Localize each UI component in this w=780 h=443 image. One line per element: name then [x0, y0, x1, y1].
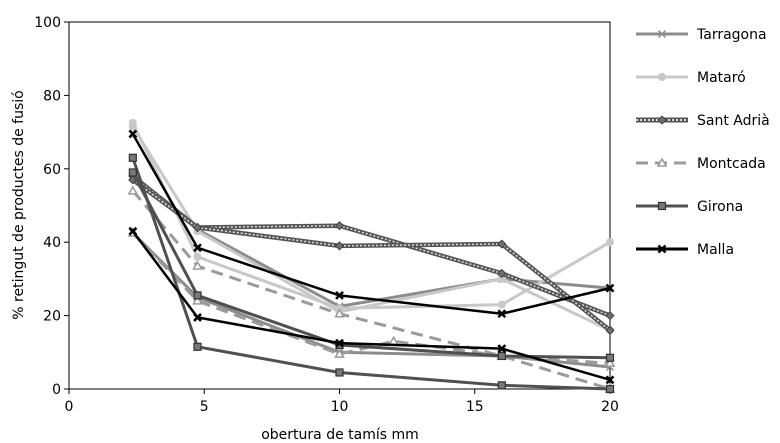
legend-item: Tarragona	[636, 27, 767, 43]
data-point	[193, 243, 202, 253]
legend-item: Malla	[636, 242, 734, 258]
data-point	[605, 283, 615, 293]
x-tick-label: 5	[200, 399, 209, 415]
data-point	[605, 353, 615, 362]
legend-item: Sant Adrià	[636, 113, 770, 129]
x-axis-title: obertura de tamís mm	[261, 427, 419, 443]
data-point	[334, 221, 345, 231]
data-point	[335, 291, 344, 300]
data-point	[605, 384, 615, 394]
x-tick-label: 20	[601, 399, 619, 415]
y-tick-label: 80	[43, 88, 61, 104]
legend: Tarragona Mataró Sant Adrià Montcada Girona M…	[636, 27, 770, 258]
data-point	[335, 338, 344, 348]
data-point	[497, 300, 506, 309]
y-tick-label: 0	[52, 382, 61, 398]
y-axis-title: % retingut de productes de fusió	[11, 90, 27, 319]
x-tick-label: 15	[466, 399, 484, 415]
data-point	[193, 291, 202, 300]
legend-label: Girona	[697, 199, 743, 215]
data-point	[334, 308, 345, 318]
data-point	[128, 129, 138, 139]
data-point	[606, 238, 614, 247]
series-line	[131, 122, 611, 310]
data-point	[497, 344, 507, 354]
y-tick-label: 60	[43, 162, 61, 178]
data-point	[193, 313, 202, 322]
legend-label: Mataró	[697, 70, 746, 86]
data-point	[497, 268, 507, 278]
legend-label: Sant Adrià	[697, 113, 770, 129]
data-point	[128, 168, 137, 177]
data-point	[497, 239, 507, 249]
legend-label: Tarragona	[696, 27, 767, 43]
legend-item: Mataró	[636, 70, 746, 86]
data-point	[334, 348, 345, 358]
series-sant-adri-	[128, 171, 615, 335]
data-point	[604, 357, 616, 368]
axes: 0 20 40 60 80 100 0 5 10 15 20	[34, 15, 619, 415]
data-point	[128, 122, 137, 131]
data-point	[192, 260, 203, 270]
data-point	[497, 351, 506, 361]
series-girona	[128, 153, 615, 394]
data-point	[128, 153, 137, 162]
data-point	[605, 375, 615, 385]
data-point	[657, 115, 667, 125]
data-point	[388, 335, 399, 346]
data-point	[605, 325, 615, 335]
legend-item: Girona	[636, 199, 743, 215]
y-tick-label: 40	[43, 235, 61, 251]
legend-item: Montcada	[636, 156, 766, 172]
data-point	[127, 185, 139, 195]
data-point	[658, 73, 666, 81]
y-tick-label: 20	[43, 309, 61, 325]
data-point	[605, 311, 615, 321]
data-point	[335, 368, 344, 377]
series-layer	[127, 118, 616, 394]
data-point	[193, 342, 202, 351]
data-point	[193, 252, 202, 261]
data-point	[657, 201, 667, 211]
data-point	[497, 309, 507, 319]
y-tick-label: 100	[34, 15, 61, 31]
data-point	[334, 241, 345, 251]
data-point	[192, 222, 203, 233]
data-point	[128, 226, 138, 236]
x-tick-label: 10	[331, 399, 349, 415]
data-point	[192, 295, 203, 305]
series-malla	[128, 129, 615, 385]
data-point	[657, 244, 667, 254]
x-tick-label: 0	[65, 399, 74, 415]
legend-label: Montcada	[697, 156, 766, 172]
series-line	[131, 171, 611, 360]
data-point	[497, 381, 506, 390]
data-point	[656, 157, 668, 167]
data-point	[657, 29, 667, 39]
legend-label: Malla	[697, 242, 734, 258]
